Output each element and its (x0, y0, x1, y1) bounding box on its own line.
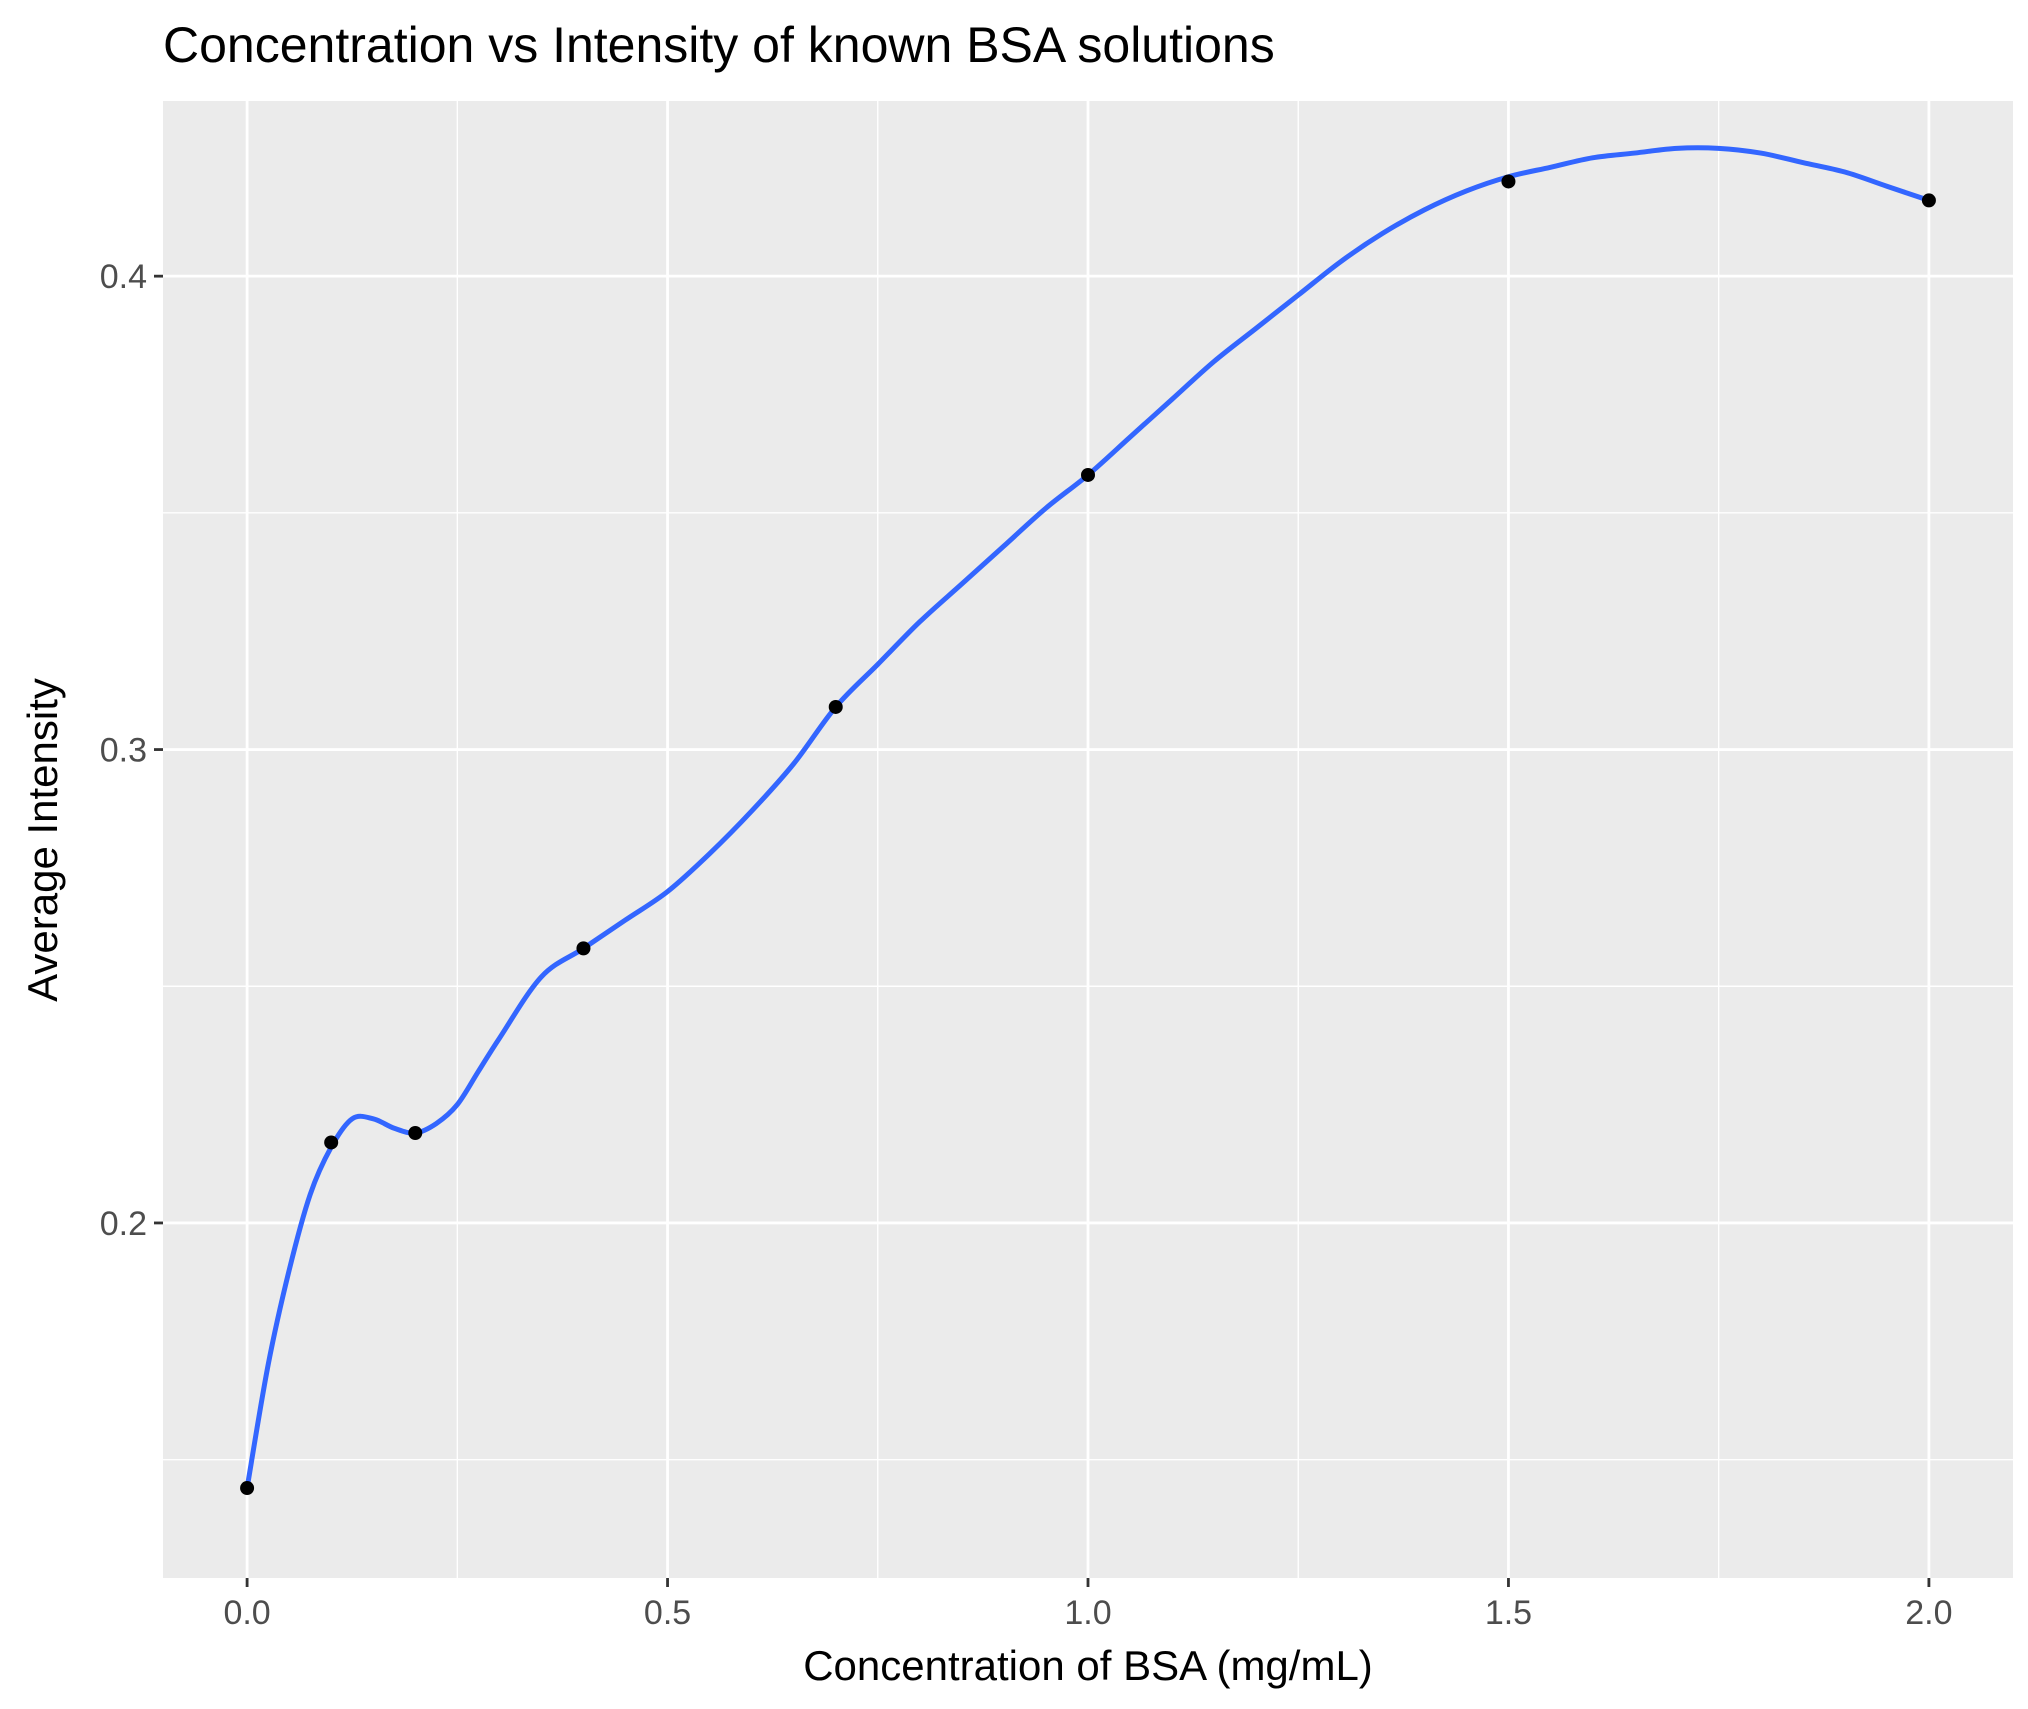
data-point (240, 1481, 255, 1496)
data-point (1501, 174, 1516, 189)
y-tick-label: 0.4 (100, 258, 147, 296)
data-point (828, 699, 843, 714)
data-point (1921, 193, 1936, 208)
data-point (576, 941, 591, 956)
smooth-line-layer (244, 145, 1932, 1491)
data-point (324, 1135, 339, 1150)
x-tick-label: 1.0 (1064, 1594, 1111, 1632)
data-point (408, 1126, 423, 1141)
data-point (1081, 467, 1095, 482)
x-tick-label: 1.5 (1485, 1594, 1532, 1632)
y-axis-ticks: 0.2 0.3 0.4 (100, 258, 163, 1243)
smooth-fit-line (244, 145, 1932, 1491)
x-tick-label: 2.0 (1905, 1594, 1952, 1632)
x-axis-title: Concentration of BSA (mg/mL) (803, 1642, 1373, 1689)
y-tick-label: 0.3 (100, 732, 147, 770)
x-axis-ticks: 0.0 0.5 1.0 1.5 2.0 (223, 1578, 1953, 1632)
x-tick-label: 0.0 (223, 1594, 270, 1632)
major-gridlines (163, 101, 2013, 1578)
y-tick-label: 0.2 (100, 1205, 147, 1243)
y-axis-title: Average Intensity (19, 678, 66, 1002)
chart-title: Concentration vs Intensity of known BSA … (163, 17, 1275, 73)
x-tick-label: 0.5 (644, 1594, 691, 1632)
points-layer (240, 174, 1936, 1496)
